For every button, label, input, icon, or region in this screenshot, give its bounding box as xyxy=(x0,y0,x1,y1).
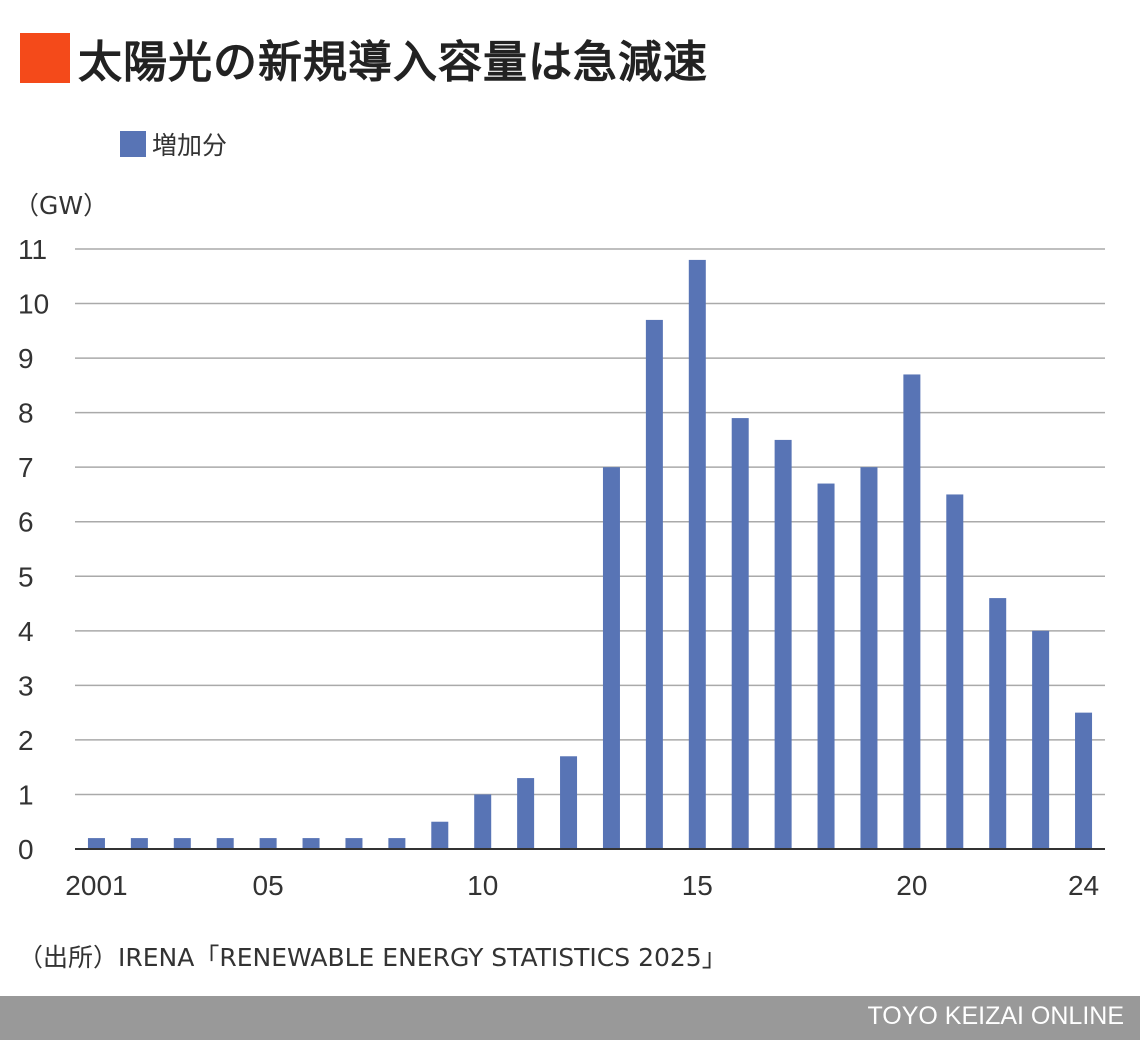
y-tick-label: 10 xyxy=(18,289,49,320)
bar-2009 xyxy=(431,821,449,849)
source-note: （出所）IRENA「RENEWABLE ENERGY STATISTICS 20… xyxy=(18,943,727,972)
y-axis-unit: （GW） xyxy=(14,191,109,220)
bar-2022 xyxy=(989,598,1007,849)
footer-bar: TOYO KEIZAI ONLINE xyxy=(0,996,1140,1040)
y-tick-label: 3 xyxy=(18,670,34,701)
bar-chart: 0 1 2 3 4 5 6 7 8 9 10 11 2001 05 10 15 20 24 xyxy=(18,234,1105,901)
bar-2016 xyxy=(731,418,749,849)
x-tick-label: 10 xyxy=(467,870,498,901)
legend-swatch xyxy=(120,131,146,157)
bar-2014 xyxy=(645,319,663,850)
x-tick-label: 15 xyxy=(682,870,713,901)
y-tick-label: 8 xyxy=(18,398,34,429)
bar-2013 xyxy=(602,467,620,849)
y-tick-label: 6 xyxy=(18,507,34,538)
legend: 増加分 xyxy=(120,126,227,162)
x-tick-label: 05 xyxy=(253,870,284,901)
x-tick-label: 2001 xyxy=(65,870,127,901)
legend-label: 増加分 xyxy=(152,131,228,160)
bar-2002 xyxy=(130,838,148,849)
bar-2007 xyxy=(345,838,363,849)
bar-2011 xyxy=(517,778,535,849)
bar-2024 xyxy=(1075,712,1093,849)
y-tick-label: 1 xyxy=(18,779,34,810)
bar-2006 xyxy=(302,838,320,849)
bar-2015 xyxy=(688,259,706,850)
bar-2008 xyxy=(388,838,406,849)
y-tick-label: 9 xyxy=(18,343,34,374)
bar-2018 xyxy=(817,483,835,849)
y-tick-label: 4 xyxy=(18,616,34,647)
title-text: 太陽光の新規導入容量は急減速 xyxy=(78,37,708,88)
y-tick-label: 11 xyxy=(18,234,47,265)
bar-2020 xyxy=(903,374,921,849)
title-square-mark xyxy=(20,33,70,83)
footer-brand: TOYO KEIZAI ONLINE xyxy=(867,1002,1124,1030)
bar-2023 xyxy=(1032,630,1050,849)
bar-2004 xyxy=(216,838,234,849)
y-tick-label: 2 xyxy=(18,725,34,756)
bar-2010 xyxy=(474,794,492,849)
bar-2001 xyxy=(87,838,105,849)
y-tick-label: 0 xyxy=(18,834,34,865)
y-tick-label: 5 xyxy=(18,561,34,592)
bar-2019 xyxy=(860,467,878,849)
x-tick-label: 20 xyxy=(896,870,927,901)
chart-title: 太陽光の新規導入容量は急減速 xyxy=(20,28,708,88)
y-tick-label: 7 xyxy=(18,452,34,483)
bar-2003 xyxy=(173,838,191,849)
bar-2017 xyxy=(774,439,792,849)
x-tick-label: 24 xyxy=(1068,870,1099,901)
bar-2021 xyxy=(946,494,964,849)
bar-2005 xyxy=(259,838,277,849)
bar-2012 xyxy=(560,756,578,849)
